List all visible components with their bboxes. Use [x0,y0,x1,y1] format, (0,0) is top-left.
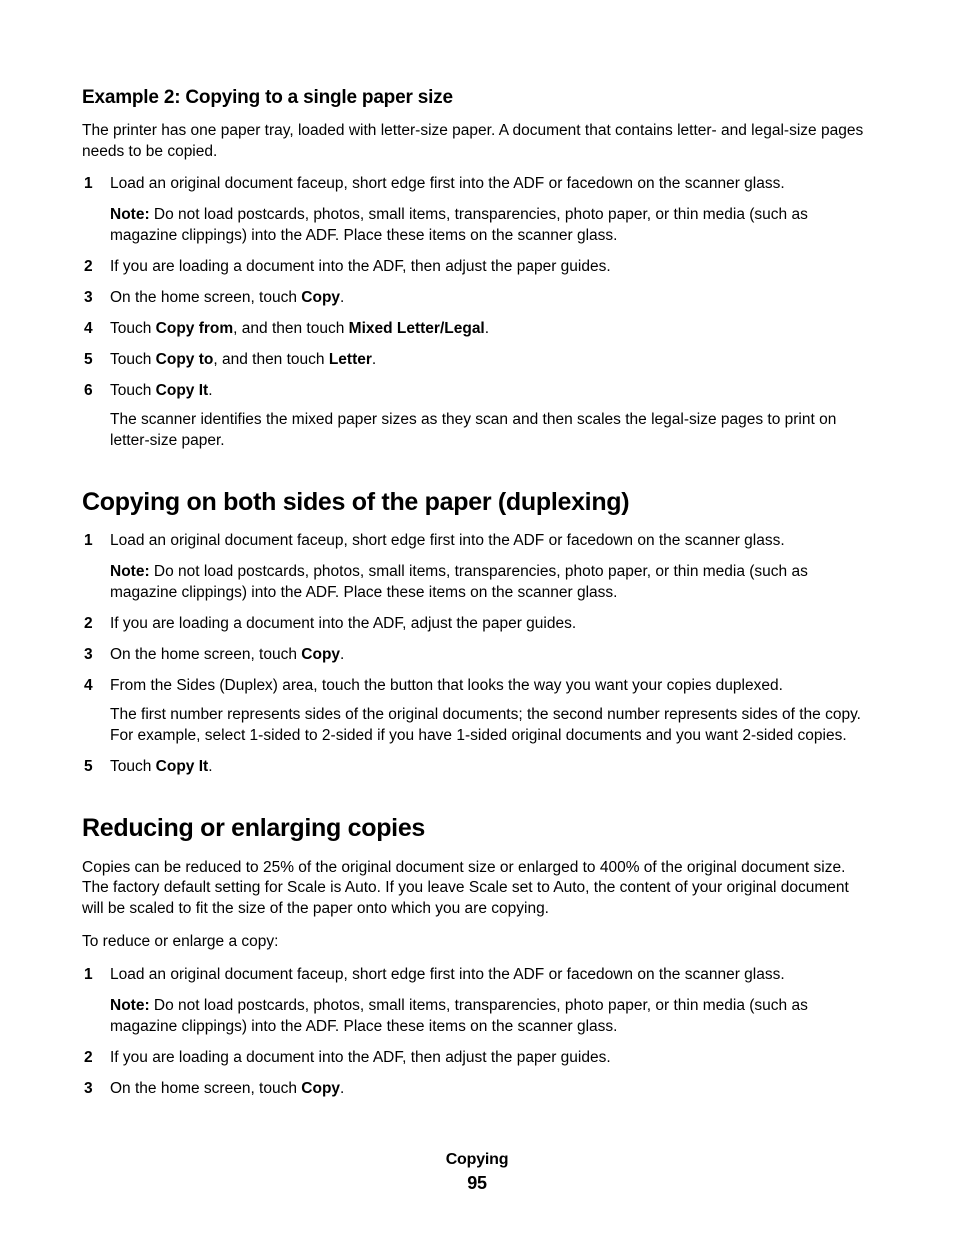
step-text: Load an original document faceup, short … [110,174,872,195]
heading-example2: Example 2: Copying to a single paper siz… [82,85,872,111]
step-note: Note: Do not load postcards, photos, sma… [110,996,872,1038]
step-text: On the home screen, touch Copy. [110,645,872,666]
step-item: On the home screen, touch Copy. [82,288,872,309]
step-followup: The scanner identifies the mixed paper s… [110,410,872,452]
heading-reduce: Reducing or enlarging copies [82,812,872,846]
step-text: Touch Copy It. [110,381,872,402]
step-text: On the home screen, touch Copy. [110,288,872,309]
intro-example2: The printer has one paper tray, loaded w… [82,121,872,163]
step-item: If you are loading a document into the A… [82,1048,872,1069]
step-item: From the Sides (Duplex) area, touch the … [82,676,872,747]
step-text: If you are loading a document into the A… [110,257,872,278]
step-text: Touch Copy from, and then touch Mixed Le… [110,319,872,340]
step-text: Load an original document faceup, short … [110,965,872,986]
step-item: If you are loading a document into the A… [82,257,872,278]
step-item: Touch Copy to, and then touch Letter. [82,350,872,371]
step-text: If you are loading a document into the A… [110,614,872,635]
footer-section: Copying [0,1149,954,1171]
step-text: Touch Copy It. [110,757,872,778]
step-item: If you are loading a document into the A… [82,614,872,635]
step-text: Load an original document faceup, short … [110,531,872,552]
step-item: Touch Copy It. [82,757,872,778]
lead-reduce: To reduce or enlarge a copy: [82,932,872,953]
footer-page-number: 95 [0,1171,954,1195]
step-text: From the Sides (Duplex) area, touch the … [110,676,872,697]
step-note: Note: Do not load postcards, photos, sma… [110,562,872,604]
steps-duplex: Load an original document faceup, short … [82,531,872,777]
heading-duplex: Copying on both sides of the paper (dupl… [82,486,872,520]
step-text: On the home screen, touch Copy. [110,1079,872,1100]
step-note: Note: Do not load postcards, photos, sma… [110,205,872,247]
step-followup: The first number represents sides of the… [110,705,872,747]
page-footer: Copying 95 [0,1149,954,1195]
step-item: Touch Copy It. The scanner identifies the… [82,381,872,452]
steps-reduce: Load an original document faceup, short … [82,965,872,1100]
intro-reduce: Copies can be reduced to 25% of the orig… [82,858,872,921]
steps-example2: Load an original document faceup, short … [82,174,872,451]
step-item: On the home screen, touch Copy. [82,645,872,666]
step-item: Touch Copy from, and then touch Mixed Le… [82,319,872,340]
step-item: Load an original document faceup, short … [82,965,872,1038]
step-item: On the home screen, touch Copy. [82,1079,872,1100]
step-text: Touch Copy to, and then touch Letter. [110,350,872,371]
step-text: If you are loading a document into the A… [110,1048,872,1069]
step-item: Load an original document faceup, short … [82,531,872,604]
step-item: Load an original document faceup, short … [82,174,872,247]
